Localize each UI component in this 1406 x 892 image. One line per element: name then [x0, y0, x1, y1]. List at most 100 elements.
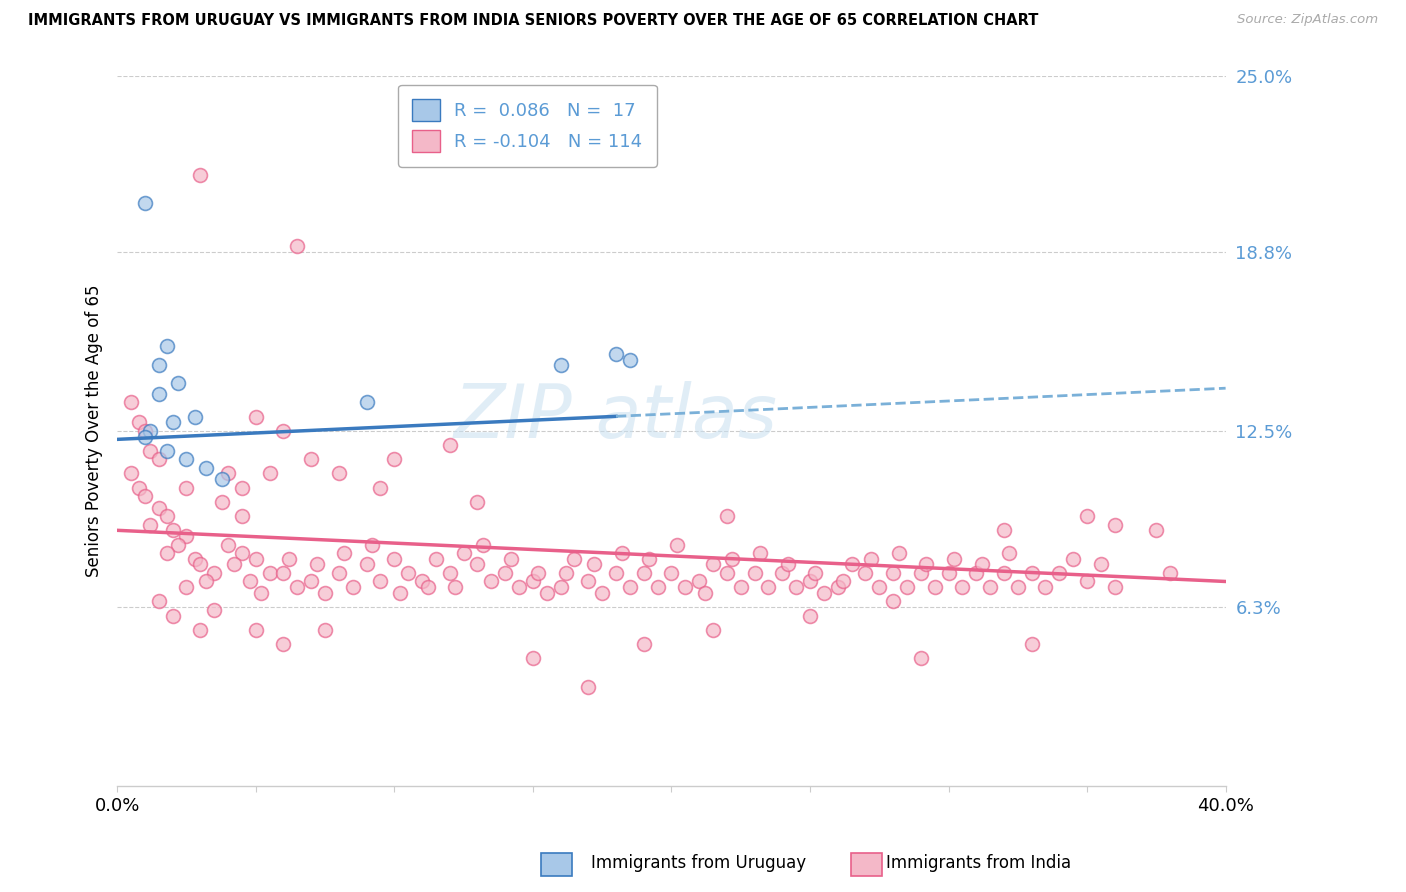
Point — [134, 196, 156, 211]
Point — [188, 623, 211, 637]
Point — [245, 623, 267, 637]
Point — [120, 467, 142, 481]
Point — [202, 566, 225, 580]
Point — [859, 551, 882, 566]
Point — [665, 537, 688, 551]
Point — [758, 580, 780, 594]
Point — [1090, 558, 1112, 572]
Point — [943, 551, 966, 566]
Point — [188, 558, 211, 572]
Point — [619, 580, 641, 594]
Point — [702, 558, 724, 572]
Point — [1021, 566, 1043, 580]
Point — [744, 566, 766, 580]
Point — [211, 495, 233, 509]
Point — [536, 586, 558, 600]
Text: Source: ZipAtlas.com: Source: ZipAtlas.com — [1237, 13, 1378, 27]
Point — [582, 558, 605, 572]
Point — [361, 537, 384, 551]
Point — [305, 558, 328, 572]
Point — [610, 546, 633, 560]
Point — [910, 651, 932, 665]
Point — [128, 415, 150, 429]
Point — [439, 438, 461, 452]
Point — [564, 551, 586, 566]
Point — [804, 566, 827, 580]
Point — [285, 580, 308, 594]
Text: Immigrants from India: Immigrants from India — [886, 855, 1071, 872]
Point — [162, 415, 184, 429]
Point — [439, 566, 461, 580]
Point — [167, 376, 190, 390]
Point — [1035, 580, 1057, 594]
Point — [938, 566, 960, 580]
Point — [1159, 566, 1181, 580]
Point — [328, 566, 350, 580]
Point — [184, 551, 207, 566]
Point — [184, 409, 207, 424]
Point — [550, 359, 572, 373]
Point — [924, 580, 946, 594]
Point — [467, 495, 489, 509]
Point — [673, 580, 696, 594]
Point — [139, 424, 162, 438]
Point — [388, 586, 411, 600]
Point — [217, 467, 239, 481]
Point — [156, 509, 179, 524]
Point — [576, 680, 599, 694]
Point — [273, 566, 295, 580]
Point — [887, 546, 910, 560]
Point — [134, 429, 156, 443]
Point — [605, 566, 627, 580]
Point — [915, 558, 938, 572]
Point — [167, 537, 190, 551]
Point — [896, 580, 918, 594]
Point — [425, 551, 447, 566]
Point — [416, 580, 439, 594]
Point — [1104, 517, 1126, 532]
Point — [176, 580, 198, 594]
Point — [591, 586, 613, 600]
Point — [970, 558, 993, 572]
Point — [868, 580, 890, 594]
Y-axis label: Seniors Poverty Over the Age of 65: Seniors Poverty Over the Age of 65 — [86, 285, 103, 577]
Point — [444, 580, 467, 594]
Point — [231, 546, 253, 560]
Point — [259, 467, 281, 481]
Point — [453, 546, 475, 560]
Point — [688, 574, 710, 589]
Point — [633, 566, 655, 580]
Point — [139, 443, 162, 458]
Point — [1021, 637, 1043, 651]
Point — [273, 424, 295, 438]
Point — [148, 500, 170, 515]
Point — [120, 395, 142, 409]
Legend: R =  0.086   N =  17, R = -0.104   N = 114: R = 0.086 N = 17, R = -0.104 N = 114 — [398, 85, 657, 167]
Point — [162, 524, 184, 538]
Point — [702, 623, 724, 637]
Point — [314, 623, 336, 637]
Point — [134, 489, 156, 503]
Point — [156, 338, 179, 352]
Point — [527, 566, 550, 580]
Point — [619, 352, 641, 367]
Point — [494, 566, 516, 580]
Point — [472, 537, 495, 551]
Point — [841, 558, 863, 572]
Point — [194, 460, 217, 475]
Text: ZIP atlas: ZIP atlas — [454, 381, 778, 452]
Point — [776, 558, 799, 572]
Point — [882, 566, 904, 580]
Point — [638, 551, 661, 566]
Point — [522, 574, 544, 589]
Point — [555, 566, 578, 580]
Point — [550, 580, 572, 594]
Point — [314, 586, 336, 600]
Point — [479, 574, 502, 589]
Point — [853, 566, 876, 580]
Point — [148, 452, 170, 467]
Point — [1076, 574, 1098, 589]
Point — [259, 566, 281, 580]
Point — [342, 580, 364, 594]
Point — [245, 551, 267, 566]
